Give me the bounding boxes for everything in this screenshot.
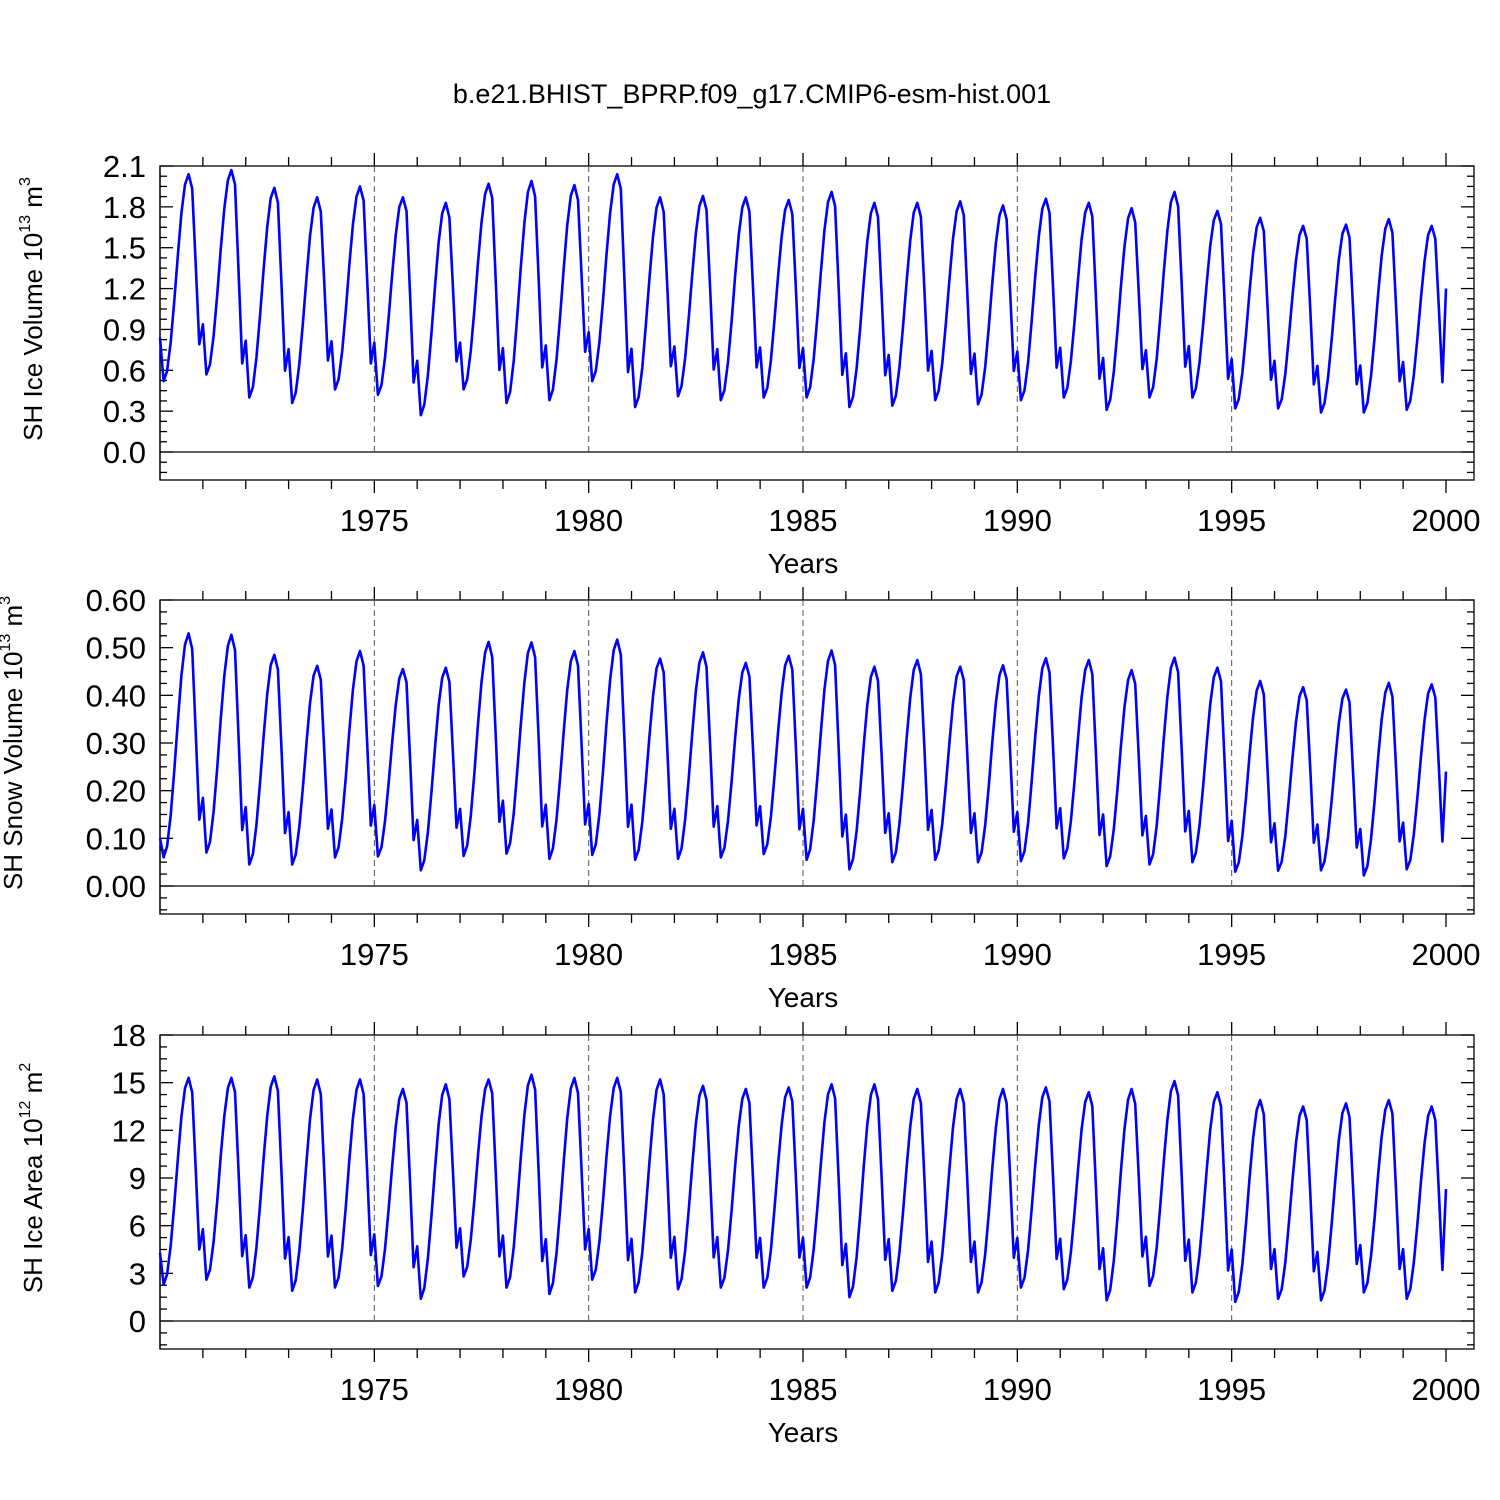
y-tick-label: 0.50: [86, 631, 146, 666]
y-tick-label: 2.1: [103, 149, 146, 184]
y-tick-label: 15: [112, 1066, 146, 1101]
figure-title: b.e21.BHIST_BPRP.f09_g17.CMIP6-esm-hist.…: [453, 79, 1051, 109]
y-tick-label: 0.30: [86, 726, 146, 761]
x-tick-label: 1995: [1197, 1372, 1266, 1407]
series-line-snow-volume: [158, 632, 1448, 877]
series-line-ice-area: [158, 1073, 1448, 1304]
series-line-ice-volume: [158, 168, 1448, 417]
y-tick-label: 0.40: [86, 678, 146, 713]
x-tick-label: 1980: [554, 503, 623, 538]
x-tick-label: 1980: [554, 937, 623, 972]
y-axis-label: SH Ice Area 1012 m2: [17, 1063, 48, 1294]
x-tick-label: 1990: [983, 503, 1052, 538]
y-tick-label: 0: [129, 1304, 146, 1339]
x-tick-label: 1985: [769, 503, 838, 538]
x-tick-label: 1995: [1197, 503, 1266, 538]
y-tick-label: 9: [129, 1161, 146, 1196]
y-tick-label: 0.6: [103, 353, 146, 388]
x-tick-label: 2000: [1412, 937, 1481, 972]
panel-snow-volume: 0.00 0.10 0.20 0.30 0.40 0.50 0.60 1975 1980 1985…: [0, 583, 1480, 1013]
y-tick-label: 12: [112, 1113, 146, 1148]
y-axis-label: SH Snow Volume 1013 m3: [0, 596, 28, 890]
y-tick-label: 1.2: [103, 272, 146, 307]
x-tick-label: 2000: [1412, 503, 1481, 538]
x-axis-label: Years: [768, 1417, 839, 1448]
x-axis-label: Years: [768, 982, 839, 1013]
x-tick-label: 1975: [340, 1372, 409, 1407]
y-tick-label: 0.0: [103, 435, 146, 470]
y-tick-label: 0.10: [86, 821, 146, 856]
plot-frame: [159, 1034, 1475, 1350]
x-tick-label: 1990: [983, 1372, 1052, 1407]
y-tick-label: 18: [112, 1018, 146, 1053]
y-tick-label: 6: [129, 1209, 146, 1244]
y-tick-label: 0.20: [86, 774, 146, 809]
x-tick-label: 2000: [1412, 1372, 1481, 1407]
x-tick-label: 1975: [340, 937, 409, 972]
x-axis-label: Years: [768, 548, 839, 579]
panel-ice-volume: 0.0 0.3 0.6 0.9 1.2 1.5 1.8 2.1 1975 1980 1985 1990…: [17, 149, 1480, 579]
x-tick-label: 1980: [554, 1372, 623, 1407]
x-tick-label: 1990: [983, 937, 1052, 972]
y-tick-label: 0.00: [86, 869, 146, 904]
y-tick-label: 0.3: [103, 394, 146, 429]
y-axis-label: SH Ice Volume 1013 m3: [17, 177, 48, 441]
y-tick-label: 3: [129, 1256, 146, 1291]
x-tick-label: 1975: [340, 503, 409, 538]
x-tick-label: 1985: [769, 937, 838, 972]
x-tick-label: 1995: [1197, 937, 1266, 972]
y-tick-label: 1.5: [103, 231, 146, 266]
y-tick-label: 0.9: [103, 312, 146, 347]
y-tick-label: 0.60: [86, 583, 146, 618]
y-tick-label: 1.8: [103, 190, 146, 225]
x-tick-label: 1985: [769, 1372, 838, 1407]
panel-ice-area: 0 3 6 9 12 15 18 1975 1980 1985 1990 1995 2000 Years S…: [17, 1018, 1480, 1448]
